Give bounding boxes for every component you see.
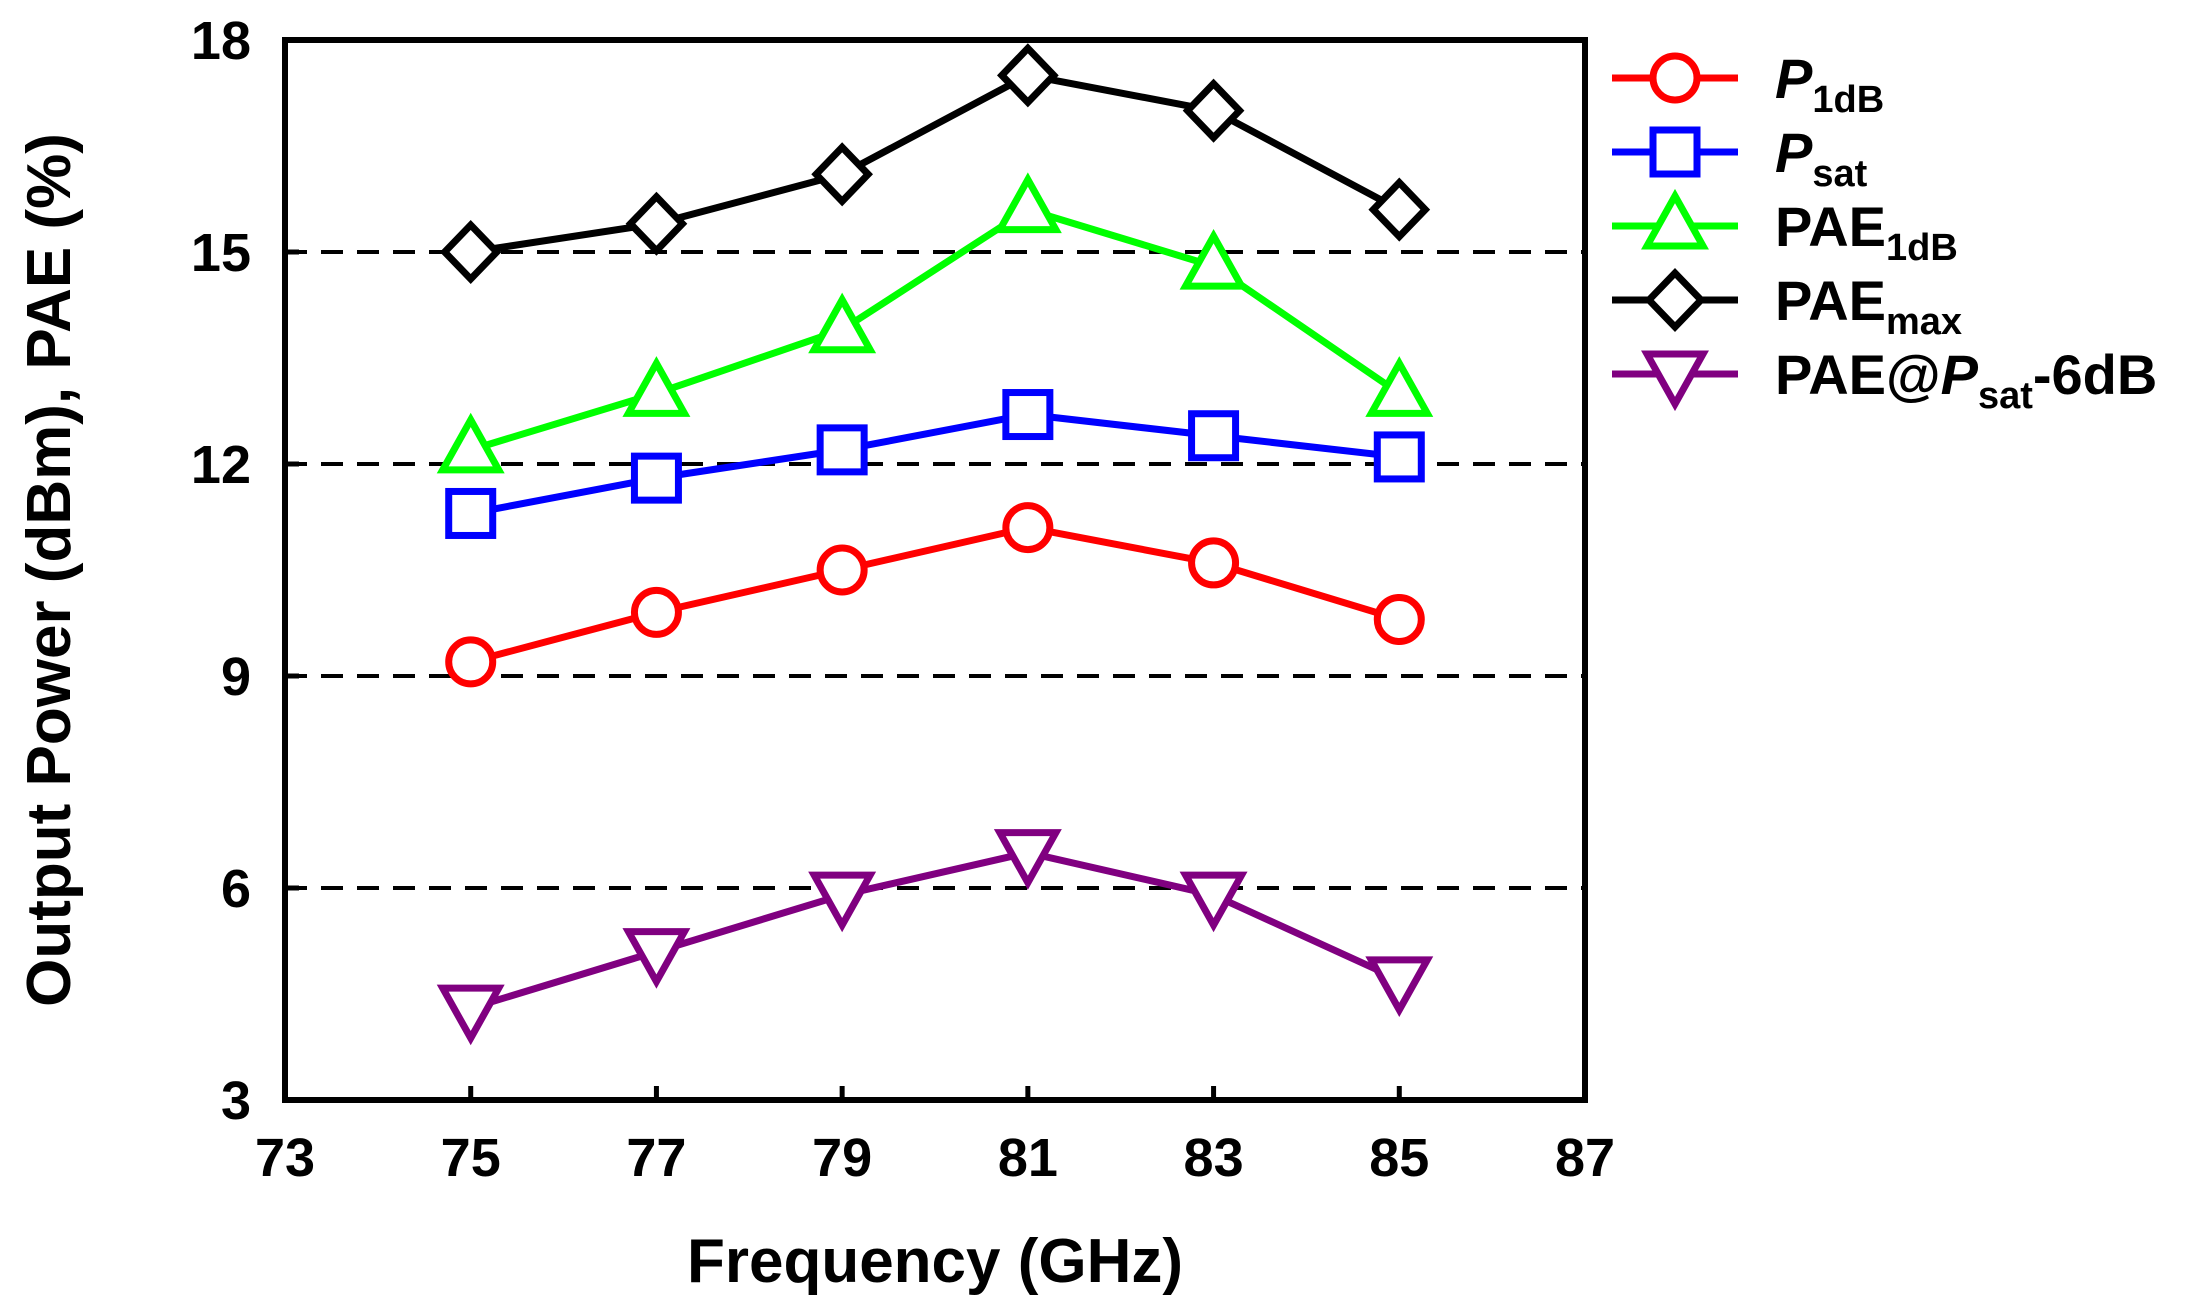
data-point-P1dB-85 <box>1373 593 1425 645</box>
series-PAEmax <box>439 43 1431 285</box>
data-point-PAE@Psat-6dB-79 <box>808 871 877 933</box>
data-point-P1dB-83 <box>1188 537 1240 589</box>
y-tick-label: 3 <box>221 1071 251 1131</box>
series-Psat <box>445 389 1425 539</box>
data-point-PAEmax-77 <box>625 191 688 256</box>
data-point-P1dB-81 <box>1002 502 1054 554</box>
legend-item-Psat: Psat <box>1612 121 1868 195</box>
legend-item-P1dB: P1dB <box>1612 47 1884 121</box>
series-line-Psat <box>470 411 1400 517</box>
legend-marker <box>1644 267 1706 333</box>
series-line-P1dB <box>469 524 1401 666</box>
data-point-PAEmax-83 <box>1182 78 1245 143</box>
legend-marker <box>1649 126 1701 178</box>
data-point-Psat-81 <box>1002 389 1054 441</box>
series-line-PAE@Psat-6dB <box>469 849 1401 1012</box>
data-point-PAE1dB-75 <box>436 412 505 474</box>
legend-item-PAE@Psat-6dB: PAE@Psat-6dB <box>1612 343 2157 417</box>
legend-marker <box>1641 350 1709 412</box>
data-point-PAEmax-75 <box>439 219 502 285</box>
data-point-PAE@Psat-6dB-81 <box>993 829 1062 890</box>
axis-ticks: 73 75 77 79 81 83 85 87 3 6 9 12 15 18 <box>191 11 1615 1188</box>
data-point-PAE@Psat-6dB-83 <box>1179 871 1248 933</box>
y-tick-label: 9 <box>221 647 251 707</box>
data-point-P1dB-79 <box>816 544 868 596</box>
data-point-Psat-77 <box>630 452 682 504</box>
data-point-PAE1dB-77 <box>622 356 691 417</box>
x-tick-label: 87 <box>1555 1128 1615 1188</box>
legend-item-PAEmax: PAEmax <box>1612 267 1962 343</box>
y-tick-label: 12 <box>191 435 251 495</box>
legend-item-PAE1dB: PAE1dB <box>1612 188 1958 269</box>
data-point-P1dB-75 <box>445 636 497 688</box>
data-point-PAEmax-79 <box>811 142 874 207</box>
legend-label: PAEmax <box>1775 269 1962 343</box>
data-point-Psat-83 <box>1188 410 1240 462</box>
data-point-PAEmax-85 <box>1368 177 1431 242</box>
series-PAE1dB <box>436 172 1434 474</box>
series-PAE@Psat-6dB <box>436 829 1434 1046</box>
x-tick-label: 73 <box>255 1128 315 1188</box>
data-point-P1dB-77 <box>630 586 682 638</box>
data-point-PAE1dB-83 <box>1179 228 1248 290</box>
x-axis-label: Frequency (GHz) <box>687 1227 1183 1296</box>
legend-marker <box>1649 52 1701 104</box>
gridlines <box>285 250 1585 890</box>
data-point-Psat-85 <box>1373 431 1425 483</box>
data-point-PAE1dB-81 <box>993 172 1062 234</box>
x-tick-label: 77 <box>626 1128 686 1188</box>
series-line-PAEmax <box>470 71 1401 256</box>
y-tick-label: 15 <box>191 223 251 283</box>
data-point-PAE@Psat-6dB-77 <box>622 928 691 989</box>
x-tick-label: 79 <box>812 1128 872 1188</box>
x-tick-label: 81 <box>998 1128 1058 1188</box>
data-point-PAEmax-81 <box>996 43 1059 108</box>
legend-label: PAE1dB <box>1775 195 1958 269</box>
legend-marker <box>1641 188 1709 250</box>
data-point-Psat-75 <box>445 487 497 539</box>
data-point-Psat-79 <box>816 424 868 476</box>
y-axis-label: Output Power (dBm), PAE (%) <box>15 133 84 1007</box>
x-tick-label: 83 <box>1184 1128 1244 1188</box>
x-tick-label: 75 <box>441 1128 501 1188</box>
series-layer <box>436 43 1434 1046</box>
plot-frame <box>282 37 1588 1103</box>
data-point-PAE@Psat-6dB-75 <box>436 984 505 1046</box>
data-point-PAE1dB-79 <box>808 292 877 354</box>
data-point-PAE@Psat-6dB-85 <box>1365 956 1434 1018</box>
x-tick-label: 85 <box>1369 1128 1429 1188</box>
y-tick-label: 18 <box>191 11 251 71</box>
legend-label: Psat <box>1775 121 1868 195</box>
data-point-PAE1dB-85 <box>1365 356 1434 417</box>
legend-label: PAE@Psat-6dB <box>1775 343 2157 417</box>
y-tick-label: 6 <box>221 859 251 919</box>
legend-label: P1dB <box>1775 47 1884 121</box>
series-P1dB <box>445 502 1425 688</box>
